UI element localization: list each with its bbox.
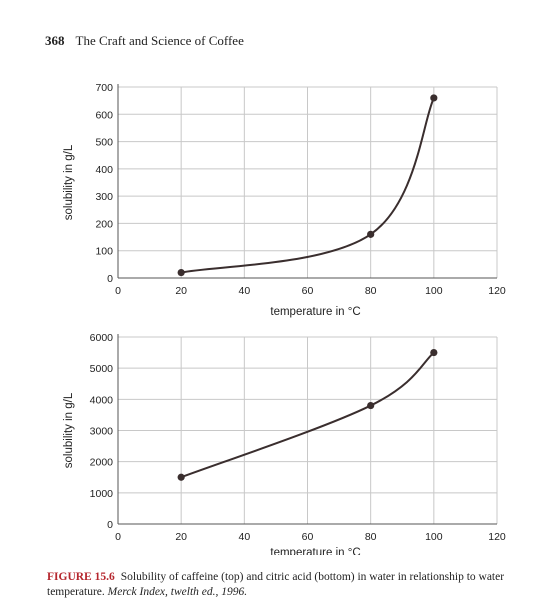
x-tick-label: 40 bbox=[238, 531, 250, 543]
y-tick-label: 5000 bbox=[90, 363, 114, 375]
caption-text: Solubility of caffeine (top) and citric … bbox=[47, 571, 505, 598]
series-line bbox=[180, 351, 435, 479]
caption-source: Merck Index, twelth ed., 1996. bbox=[107, 586, 248, 598]
figure-caption: FIGURE 15.6 Solubility of caffeine (top) … bbox=[47, 570, 537, 600]
x-tick-label: 120 bbox=[488, 285, 506, 297]
page-header: 368 The Craft and Science of Coffee bbox=[45, 33, 244, 49]
y-tick-label: 1000 bbox=[90, 488, 114, 500]
data-point bbox=[367, 230, 375, 238]
y-tick-label: 100 bbox=[95, 246, 113, 258]
x-tick-label: 0 bbox=[115, 285, 121, 297]
y-axis-label: solubility in g/L bbox=[63, 392, 75, 468]
y-tick-label: 6000 bbox=[90, 332, 114, 344]
data-point bbox=[177, 268, 185, 277]
x-tick-label: 60 bbox=[302, 285, 314, 297]
y-tick-label: 300 bbox=[95, 191, 113, 203]
data-point bbox=[177, 473, 185, 481]
y-tick-label: 4000 bbox=[90, 394, 114, 406]
x-tick-label: 60 bbox=[302, 531, 314, 543]
y-tick-label: 2000 bbox=[90, 457, 114, 469]
y-axis-label: solubility in g/L bbox=[63, 144, 75, 220]
x-axis-label: temperature in °C bbox=[270, 547, 360, 555]
x-tick-label: 100 bbox=[425, 285, 443, 297]
x-tick-label: 80 bbox=[365, 531, 377, 543]
y-tick-label: 600 bbox=[95, 109, 113, 121]
x-tick-label: 40 bbox=[238, 285, 250, 297]
y-tick-label: 700 bbox=[95, 82, 113, 94]
y-tick-label: 400 bbox=[95, 164, 113, 176]
y-tick-label: 0 bbox=[107, 273, 113, 285]
x-tick-label: 100 bbox=[425, 531, 443, 543]
page-number: 368 bbox=[45, 33, 65, 48]
caffeine-solubility-chart: 0 20 40 60 80 100 120 0 100 200 300 400 500 600 700 tem… bbox=[63, 82, 506, 318]
x-tick-label: 120 bbox=[488, 531, 506, 543]
figure-label: FIGURE 15.6 bbox=[47, 571, 115, 583]
y-tick-label: 3000 bbox=[90, 426, 114, 438]
x-axis-label: temperature in °C bbox=[270, 306, 360, 318]
x-tick-label: 0 bbox=[115, 531, 121, 543]
data-point bbox=[430, 94, 438, 102]
x-tick-label: 20 bbox=[175, 531, 187, 543]
x-tick-label: 20 bbox=[175, 285, 187, 297]
data-point bbox=[430, 348, 438, 357]
citric-acid-solubility-chart: 0 20 40 60 80 100 120 0 1000 2000 3000 4000 5000 6000… bbox=[63, 332, 506, 555]
data-point bbox=[367, 401, 375, 410]
y-tick-label: 500 bbox=[95, 137, 113, 149]
y-tick-label: 200 bbox=[95, 218, 113, 230]
book-title: The Craft and Science of Coffee bbox=[75, 33, 244, 48]
y-tick-label: 0 bbox=[107, 519, 113, 531]
x-tick-label: 80 bbox=[365, 285, 377, 297]
